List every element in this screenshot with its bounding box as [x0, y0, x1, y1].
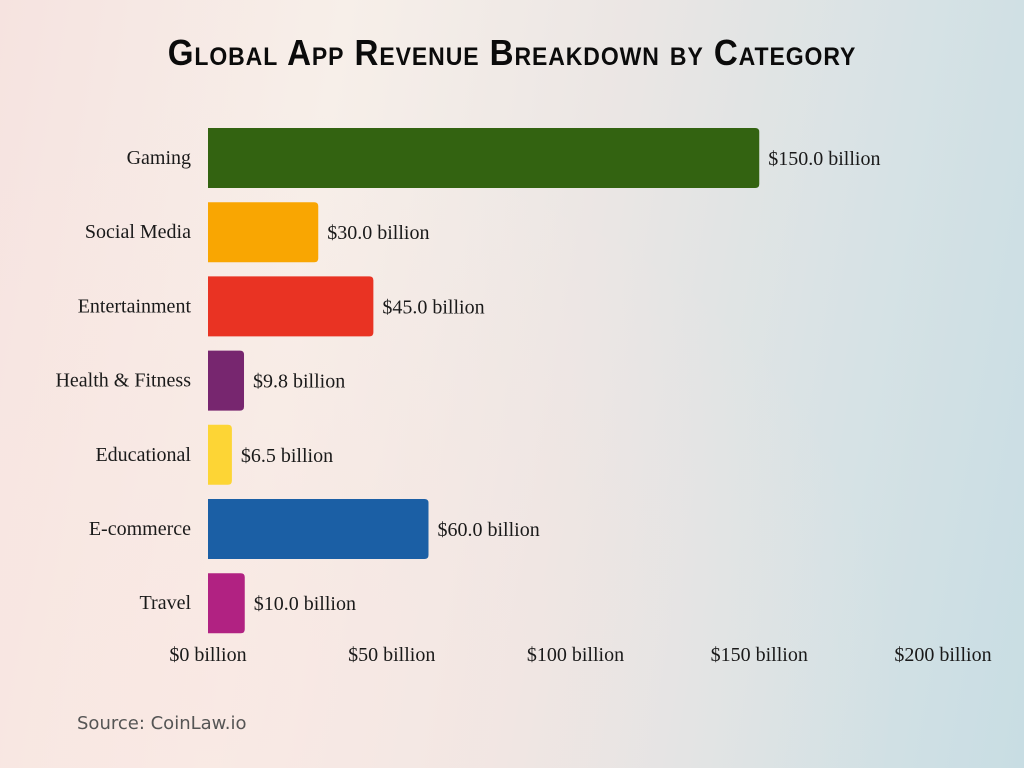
category-label: E-commerce [89, 518, 191, 540]
data-label: $10.0 billion [254, 593, 356, 615]
data-label: $6.5 billion [241, 445, 333, 467]
source-note: Source: CoinLaw.io [77, 713, 247, 734]
data-label: $45.0 billion [382, 296, 484, 318]
x-tick-label: $0 billion [169, 644, 246, 666]
x-tick-label: $50 billion [348, 644, 435, 666]
data-label: $60.0 billion [438, 519, 540, 541]
category-label: Health & Fitness [55, 370, 191, 392]
bar-gaming [208, 128, 760, 188]
data-label: $9.8 billion [253, 371, 345, 393]
bar-educational [208, 424, 232, 485]
category-label: Gaming [127, 147, 191, 169]
bar-health-fitness [208, 350, 245, 411]
category-label: Travel [140, 592, 192, 614]
chart-title: Global App Revenue Breakdown by Category [167, 32, 857, 73]
x-tick-label: $200 billion [894, 644, 991, 666]
bar-travel [208, 573, 245, 634]
data-label: $150.0 billion [768, 148, 880, 170]
x-tick-label: $100 billion [527, 644, 624, 666]
category-label: Educational [95, 444, 191, 466]
bar-social-media [208, 202, 319, 263]
bar-e-commerce [208, 499, 429, 559]
bar-entertainment [208, 276, 374, 337]
x-tick-label: $150 billion [711, 644, 808, 666]
category-label: Social Media [85, 221, 191, 243]
data-label: $30.0 billion [327, 222, 429, 244]
category-label: Entertainment [78, 295, 192, 317]
